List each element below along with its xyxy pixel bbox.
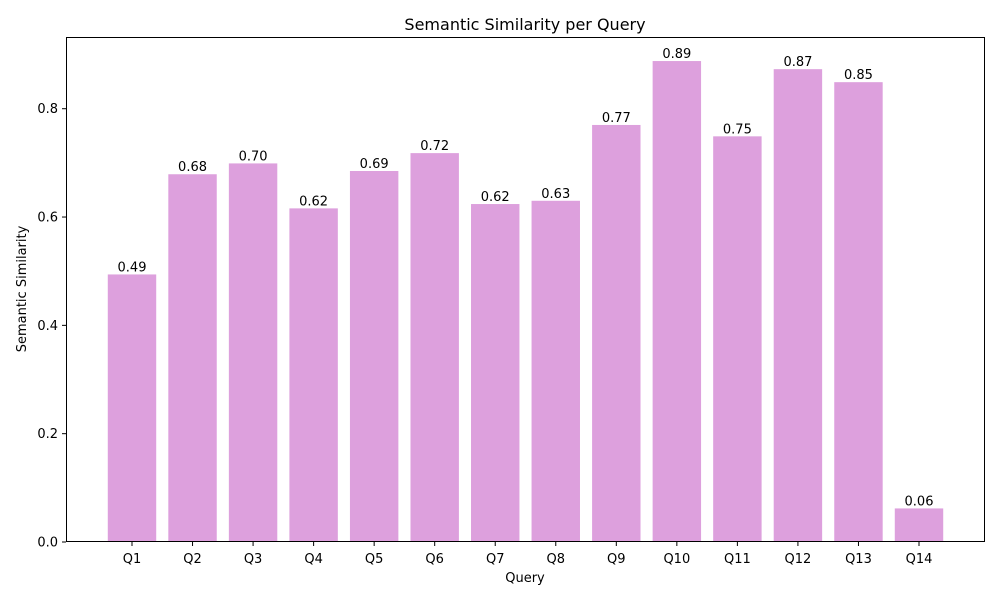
y-tick-label-2: 0.4 [37,319,58,334]
data-label-q13: 0.85 [844,68,873,83]
data-label-q11: 0.75 [723,122,752,137]
x-tick-label-q8: Q8 [547,552,566,567]
x-tick-label-q12: Q12 [785,552,812,567]
bars-layer [107,61,944,543]
y-tick-label-3: 0.6 [37,211,58,226]
bar-q11 [713,136,762,542]
data-label-q1: 0.49 [118,260,147,275]
x-tick-label-q6: Q6 [425,552,444,567]
bar-q4 [289,208,338,542]
data-label-q12: 0.87 [783,55,812,70]
plot-frame [66,37,985,542]
data-label-q10: 0.89 [662,47,691,62]
x-tick-label-q14: Q14 [906,552,933,567]
data-label-q14: 0.06 [905,494,934,509]
data-labels-layer: 0.49 0.68 0.70 0.62 0.69 0.72 0.62 0.63 0.77 0.89… [118,47,934,509]
data-label-q7: 0.62 [481,190,510,205]
axes-layer: Q1 Q2 Q3 Q4 Q5 Q6 Q7 Q8 Q9 Q10 Q11 Q12 Q13 Q14 0.0 0.2 0… [37,37,985,567]
data-label-q4: 0.62 [299,194,328,209]
bar-q3 [228,163,278,543]
data-label-q5: 0.69 [360,157,389,172]
bar-q7 [471,204,520,543]
bar-q1 [107,274,157,542]
bar-q12 [773,69,823,542]
x-tick-label-q5: Q5 [365,552,384,567]
x-tick-label-q9: Q9 [607,552,626,567]
bar-q10 [652,61,702,543]
bar-q14 [894,508,944,542]
data-label-q9: 0.77 [602,111,631,126]
bar-q5 [349,170,399,543]
x-tick-label-q3: Q3 [244,552,263,567]
y-tick-label-1: 0.2 [37,427,58,442]
bar-q8 [531,200,580,542]
bar-q9 [592,124,641,543]
x-tick-label-q1: Q1 [123,552,142,567]
x-tick-label-q4: Q4 [304,552,323,567]
data-label-q2: 0.68 [178,160,207,175]
data-label-q3: 0.70 [239,149,268,164]
data-label-q6: 0.72 [420,139,449,154]
y-tick-label-0: 0.0 [37,536,58,551]
bar-q13 [834,82,883,542]
y-tick-label-4: 0.8 [37,102,58,117]
x-axis-title: Query [505,571,545,586]
x-tick-label-q7: Q7 [486,552,505,567]
y-axis-title: Semantic Similarity [15,225,30,352]
x-tick-label-q10: Q10 [663,552,690,567]
bar-q6 [410,153,459,543]
x-tick-label-q11: Q11 [724,552,751,567]
x-tick-label-q2: Q2 [183,552,202,567]
data-label-q8: 0.63 [541,187,570,202]
chart-title: Semantic Similarity per Query [404,15,645,34]
x-tick-label-q13: Q13 [845,552,872,567]
bar-q2 [168,174,217,542]
